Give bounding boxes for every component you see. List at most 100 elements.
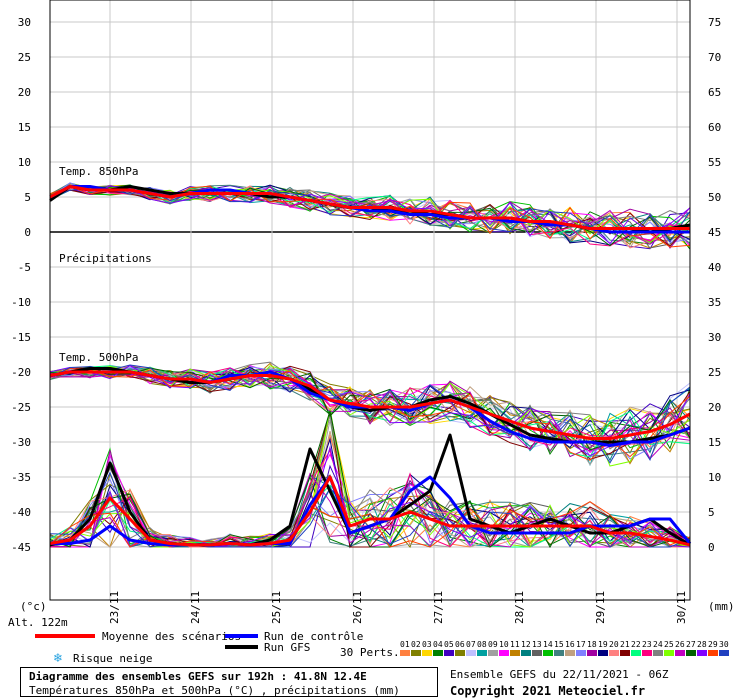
perturbation-swatch — [631, 650, 641, 656]
right-tick-label: 50 — [708, 191, 721, 204]
perturbation-swatch — [565, 650, 575, 656]
perturbation-swatch — [664, 650, 674, 656]
x-tick-label: 26/11 — [351, 591, 364, 624]
perturbation-swatch — [400, 650, 410, 656]
perturbation-swatch — [620, 650, 630, 656]
x-tick-label: 30/11 — [675, 591, 688, 624]
perturbation-swatch — [576, 650, 586, 656]
perturbation-id: 14 — [543, 640, 553, 649]
perturbation-line — [49, 365, 691, 460]
series-line — [49, 185, 690, 230]
right-tick-label: 20 — [708, 401, 721, 414]
right-tick-label: 75 — [708, 16, 721, 29]
perturbation-id: 15 — [554, 640, 564, 649]
perturbation-swatch — [609, 650, 619, 656]
right-tick-label: 40 — [708, 261, 721, 274]
left-axis-unit: (°c) — [20, 600, 47, 613]
right-tick-label: 30 — [708, 331, 721, 344]
perturbation-swatch — [686, 650, 696, 656]
x-tick-label: 29/11 — [594, 591, 607, 624]
chart-title: Diagramme des ensembles GEFS sur 192h : … — [29, 670, 367, 683]
perturbation-id: 07 — [466, 640, 476, 649]
right-tick-label: 25 — [708, 366, 721, 379]
x-tick-label: 27/11 — [432, 591, 445, 624]
perturbation-id: 19 — [598, 640, 608, 649]
right-tick-label: 65 — [708, 86, 721, 99]
perturbation-line — [49, 472, 691, 548]
perturbation-swatch — [455, 650, 465, 656]
right-axis-unit: (mm) — [708, 600, 735, 613]
perturbation-swatch — [697, 650, 707, 656]
right-tick-label: 45 — [708, 226, 721, 239]
perturbation-line — [49, 487, 690, 548]
x-tick-label: 24/11 — [189, 591, 202, 624]
left-tick-label: -15 — [11, 331, 31, 344]
perturbation-id: 03 — [422, 640, 432, 649]
perturbation-id: 16 — [565, 640, 575, 649]
left-tick-label: -20 — [11, 366, 31, 379]
left-tick-label: -10 — [11, 296, 31, 309]
right-tick-label: 35 — [708, 296, 721, 309]
label-precip: Précipitations — [59, 252, 152, 265]
perturbation-id: 21 — [620, 640, 630, 649]
perturbation-line — [49, 185, 691, 247]
perturbation-line — [49, 364, 691, 457]
perturbation-swatch — [444, 650, 454, 656]
perturbation-id: 26 — [675, 640, 685, 649]
run-info: Ensemble GEFS du 22/11/2021 - 06Z — [450, 668, 669, 681]
series-line — [49, 370, 691, 440]
perturbation-line — [49, 368, 691, 457]
perturbation-swatch — [653, 650, 663, 656]
copyright: Copyright 2021 Meteociel.fr — [450, 684, 646, 698]
perturbation-swatch — [543, 650, 553, 656]
series-line — [50, 475, 692, 547]
left-tick-label: 0 — [24, 226, 31, 239]
title-box: Diagramme des ensembles GEFS sur 192h : … — [20, 667, 438, 697]
perturbation-swatch — [466, 650, 476, 656]
perturbation-id: 01 — [400, 640, 410, 649]
left-tick-label: -30 — [11, 436, 31, 449]
perturbation-id: 30 — [719, 640, 729, 649]
left-tick-label: -40 — [11, 506, 31, 519]
perturbation-id: 18 — [587, 640, 597, 649]
left-tick-label: -45 — [11, 541, 31, 554]
perturbation-id: 20 — [609, 640, 619, 649]
right-tick-label: 55 — [708, 156, 721, 169]
label-t850: Temp. 850hPa — [59, 165, 138, 178]
perturbation-id: 22 — [631, 640, 641, 649]
left-tick-label: 30 — [18, 16, 31, 29]
perturbation-swatch — [719, 650, 729, 656]
perturbation-id: 05 — [444, 640, 454, 649]
perturbation-id: 04 — [433, 640, 443, 649]
left-axis-ticks: 30 25 20 15 10 5 0 -5 -10 -15 -20 -25 -30 -35 -40 -45 — [11, 16, 31, 554]
right-tick-label: 10 — [708, 471, 721, 484]
x-axis-ticks: 23/11 24/11 25/11 26/11 27/11 28/11 29/11 30/11 — [108, 591, 688, 624]
perturbation-line — [49, 361, 691, 459]
perturbation-swatch — [642, 650, 652, 656]
left-tick-label: 5 — [24, 191, 31, 204]
legend-mean-label: Moyenne des scénarios — [102, 630, 241, 643]
perturbation-id: 23 — [642, 640, 652, 649]
perturbation-swatch — [598, 650, 608, 656]
perturbation-id: 09 — [488, 640, 498, 649]
perturbation-swatch — [422, 650, 432, 656]
perturbation-swatch — [499, 650, 509, 656]
x-tick-label: 23/11 — [108, 591, 121, 624]
perturbation-id: 10 — [499, 640, 509, 649]
perturbation-legend: 01 02 03 04 05 06 07 08 09 10 11 12 13 14 15 16 17 18 19 20… — [400, 640, 729, 656]
right-tick-label: 5 — [708, 506, 715, 519]
legend-control-label: Run de contrôle — [264, 630, 363, 643]
x-tick-label: 25/11 — [270, 591, 283, 624]
chart-subtitle: Températures 850hPa et 500hPa (°C) , pré… — [29, 684, 400, 697]
perturbation-id: 17 — [576, 640, 586, 649]
perturbation-id: 06 — [455, 640, 465, 649]
perturbation-lines — [49, 182, 691, 549]
perturbation-swatch — [521, 650, 531, 656]
perturbation-id: 02 — [411, 640, 421, 649]
right-tick-label: 0 — [708, 541, 715, 554]
left-tick-label: -25 — [11, 401, 31, 414]
perturbation-swatch — [675, 650, 685, 656]
series-line — [49, 475, 691, 547]
